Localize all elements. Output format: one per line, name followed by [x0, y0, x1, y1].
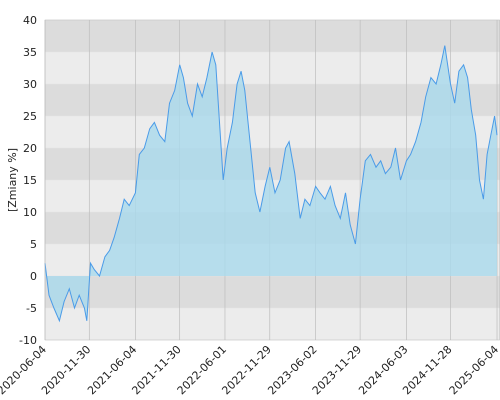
y-tick-label: 35 [23, 46, 37, 59]
y-tick-label: -10 [19, 334, 37, 347]
y-tick-label: 10 [23, 206, 37, 219]
y-tick-label: 25 [23, 110, 37, 123]
y-tick-label: 5 [30, 238, 37, 251]
area [45, 45, 497, 321]
x-tick-label: 2025-06-04 [447, 343, 500, 397]
y-axis-label: [Zmiany %] [6, 148, 19, 212]
band [45, 52, 500, 84]
line [44, 45, 498, 323]
y-tick-label: 30 [23, 78, 37, 91]
band [45, 20, 500, 52]
band [45, 308, 500, 340]
y-tick-label: -5 [26, 302, 37, 315]
y-tick-label: 20 [23, 142, 37, 155]
y-tick-label: 15 [23, 174, 37, 187]
y-tick-label: 0 [30, 270, 37, 283]
band [45, 276, 500, 308]
y-tick-label: 40 [23, 14, 37, 27]
